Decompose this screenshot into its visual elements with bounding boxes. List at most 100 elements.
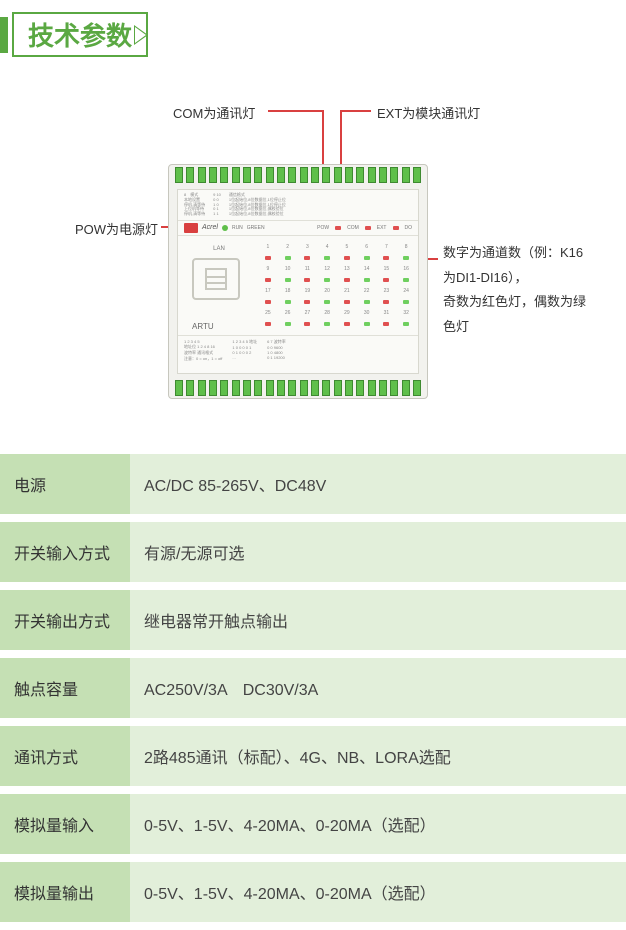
channel-led-icon: [344, 256, 350, 260]
callout-digits-l2: 奇数为红色灯，偶数为绿色灯: [443, 294, 586, 334]
terminal: [300, 380, 308, 396]
terminal: [243, 380, 251, 396]
channel-number: 4: [321, 244, 333, 250]
channel-led-icon: [285, 322, 291, 326]
terminal: [254, 167, 262, 183]
spec-row: 模拟量输入0-5V、1-5V、4-20MA、0-20MA（选配）: [0, 794, 626, 854]
do-label: DO: [405, 225, 413, 231]
channel-led-grid: 1234567891011121314151617181920212223242…: [262, 244, 412, 326]
spec-value: AC250V/3A DC30V/3A: [130, 658, 626, 718]
channel-number: 13: [341, 266, 353, 272]
terminal: [243, 167, 251, 183]
status-led-row: POW COM EXT DO: [317, 225, 412, 231]
run-led-icon: [222, 225, 228, 231]
terminal: [356, 380, 364, 396]
channel-number: 24: [400, 288, 412, 294]
channel-led-icon: [383, 322, 389, 326]
spec-value: 2路485通讯（标配）、4G、NB、LORA选配: [130, 726, 626, 786]
lan-label: LAN: [184, 246, 254, 252]
spec-label: 电源: [0, 454, 130, 514]
pow-led-icon: [335, 226, 341, 230]
channel-number: 20: [321, 288, 333, 294]
channel-number: 19: [302, 288, 314, 294]
channel-led-icon: [285, 278, 291, 282]
device-diagram: COM为通讯灯 EXT为模块通讯灯 POW为电源灯 数字为通道数（例：K16为D…: [33, 89, 593, 424]
channel-led-icon: [364, 278, 370, 282]
channel-number: 32: [400, 310, 412, 316]
diagram-section: COM为通讯灯 EXT为模块通讯灯 POW为电源灯 数字为通道数（例：K16为D…: [0, 69, 626, 454]
channel-led-icon: [364, 300, 370, 304]
terminal: [368, 167, 376, 183]
channel-number: 2: [282, 244, 294, 250]
channel-led-icon: [304, 278, 310, 282]
terminal: [186, 380, 194, 396]
terminal: [232, 380, 240, 396]
page-header: 技术参数: [0, 0, 626, 69]
com-led-icon: [365, 226, 371, 230]
channel-led-icon: [364, 256, 370, 260]
terminal: [402, 380, 410, 396]
channel-led-icon: [383, 256, 389, 260]
channel-number: 30: [361, 310, 373, 316]
pow-label: POW: [317, 225, 329, 231]
spec-value: 0-5V、1-5V、4-20MA、0-20MA（选配）: [130, 794, 626, 854]
channel-number: 6: [361, 244, 373, 250]
channel-number: 25: [262, 310, 274, 316]
channel-number: 22: [361, 288, 373, 294]
bottom-text-strip: 1 2 3 4 5地址位 1 2 4 8 16波特率 通讯格式注意：0 = on…: [178, 335, 418, 365]
terminal: [288, 380, 296, 396]
terminal: [266, 380, 274, 396]
channel-led-icon: [364, 322, 370, 326]
channel-led-icon: [383, 278, 389, 282]
terminal: [379, 167, 387, 183]
spec-label: 模拟量输入: [0, 794, 130, 854]
channel-led-icon: [265, 278, 271, 282]
terminal: [334, 167, 342, 183]
channel-led-icon: [324, 322, 330, 326]
terminal: [198, 380, 206, 396]
terminal: [311, 380, 319, 396]
channel-led-icon: [403, 300, 409, 304]
channel-led-icon: [265, 300, 271, 304]
channel-number: 14: [361, 266, 373, 272]
terminal: [198, 167, 206, 183]
channel-number: 31: [381, 310, 393, 316]
channel-number: 21: [341, 288, 353, 294]
spec-row: 开关输出方式继电器常开触点输出: [0, 590, 626, 650]
channel-led-icon: [344, 278, 350, 282]
callout-digits: 数字为通道数（例：K16为DI1-DI16）， 奇数为红色灯，偶数为绿色灯: [443, 241, 593, 340]
spec-value: AC/DC 85-265V、DC48V: [130, 454, 626, 514]
channel-number: 5: [341, 244, 353, 250]
brand-row: Acrel RUN GREEN POW COM EXT DO: [178, 220, 418, 236]
channel-number: 15: [381, 266, 393, 272]
terminal: [379, 380, 387, 396]
channel-led-icon: [324, 278, 330, 282]
device-body: 8 模式本地设置停机,清等待上位机等待停机,清等待 9 100 01 00 11…: [168, 164, 428, 399]
channel-number: 17: [262, 288, 274, 294]
spec-value: 有源/无源可选: [130, 522, 626, 582]
channel-led-icon: [304, 300, 310, 304]
callout-digits-l1: 数字为通道数（例：K16为DI1-DI16），: [443, 245, 583, 285]
channel-number: 9: [262, 266, 274, 272]
channel-led-icon: [324, 300, 330, 304]
terminal: [277, 167, 285, 183]
callout-ext: EXT为模块通讯灯: [377, 103, 480, 122]
terminal-strip-bottom: [169, 378, 427, 398]
brand-name: Acrel: [202, 224, 218, 231]
com-label: COM: [347, 225, 359, 231]
channel-number: 10: [282, 266, 294, 272]
terminal: [322, 380, 330, 396]
channel-led-icon: [304, 256, 310, 260]
terminal: [345, 167, 353, 183]
channel-led-icon: [383, 300, 389, 304]
spec-label: 模拟量输出: [0, 862, 130, 922]
spec-row: 触点容量AC250V/3A DC30V/3A: [0, 658, 626, 718]
spec-value: 0-5V、1-5V、4-20MA、0-20MA（选配）: [130, 862, 626, 922]
terminal: [288, 167, 296, 183]
channel-number: 11: [302, 266, 314, 272]
device-main-area: LAN ARTU 1234567891011121314151617181920…: [178, 236, 418, 335]
spec-table: 电源AC/DC 85-265V、DC48V开关输入方式有源/无源可选开关输出方式…: [0, 454, 626, 922]
channel-number: 8: [400, 244, 412, 250]
terminal: [209, 167, 217, 183]
terminal: [334, 380, 342, 396]
